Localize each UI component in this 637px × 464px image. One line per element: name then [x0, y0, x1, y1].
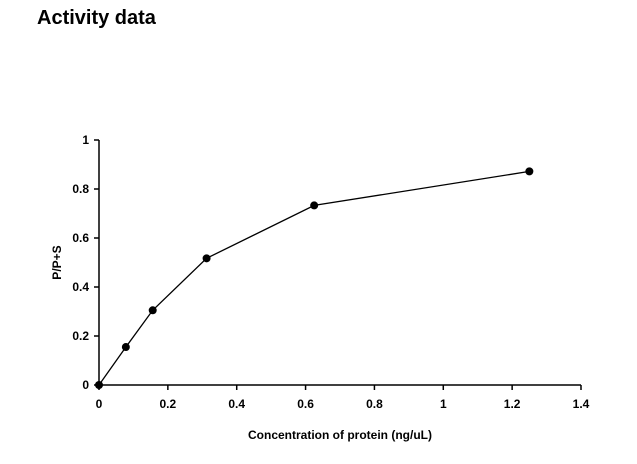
- chart-series: [95, 167, 534, 389]
- x-tick-label: 1.2: [504, 397, 521, 411]
- x-tick-label: 0.6: [297, 397, 314, 411]
- y-tick-label: 0.6: [72, 231, 89, 245]
- page-title: Activity data: [37, 7, 156, 29]
- x-tick-label: 1.4: [573, 397, 590, 411]
- series-line: [98, 170, 530, 386]
- data-point: [148, 306, 157, 315]
- data-point: [95, 381, 103, 389]
- y-tick-label: 0.4: [72, 280, 89, 294]
- x-tick-label: 0: [96, 397, 103, 411]
- chart-ticks: 0 0.2 0.4 0.6 0.8 1 0 0.2 0.4 0.6 0.8 1 1.2 1.4: [72, 133, 589, 411]
- data-point: [202, 254, 211, 263]
- y-tick-label: 0.8: [72, 182, 89, 196]
- data-point: [525, 167, 534, 176]
- x-tick-label: 1: [440, 397, 447, 411]
- y-tick-label: 0: [82, 378, 89, 392]
- x-axis-title: Concentration of protein (ng/uL): [248, 428, 432, 442]
- y-tick-label: 0.2: [72, 329, 89, 343]
- x-tick-label: 0.4: [228, 397, 245, 411]
- data-point: [310, 201, 319, 210]
- y-axis-title: P/P+S: [50, 245, 64, 279]
- data-point: [121, 343, 130, 352]
- y-tick-label: 1: [82, 133, 89, 147]
- x-tick-label: 0.8: [366, 397, 383, 411]
- x-tick-label: 0.2: [160, 397, 177, 411]
- chart-axes: [98, 140, 581, 386]
